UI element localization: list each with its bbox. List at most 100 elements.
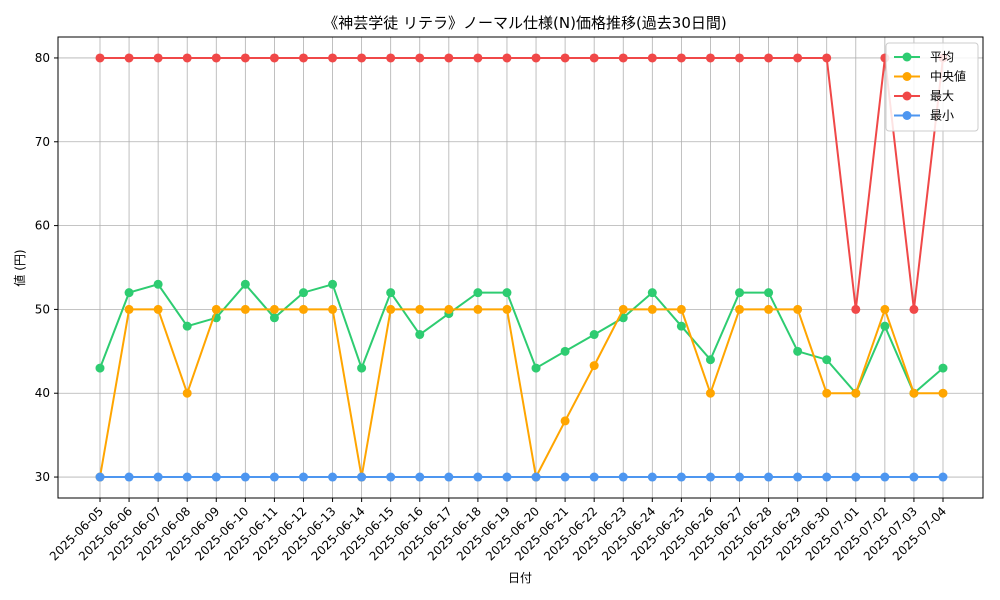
y-tick-label: 50 <box>35 302 50 316</box>
data-point <box>793 53 803 63</box>
data-point <box>793 346 803 356</box>
data-point <box>735 53 745 63</box>
x-axis-label: 日付 <box>508 571 532 585</box>
data-point <box>211 53 221 63</box>
data-point <box>705 388 715 398</box>
data-point <box>705 355 715 365</box>
data-point <box>676 304 686 314</box>
data-point <box>328 304 338 314</box>
data-point <box>153 279 163 289</box>
data-point <box>357 53 367 63</box>
data-point <box>124 304 134 314</box>
grid <box>58 37 983 498</box>
data-point <box>764 53 774 63</box>
data-point <box>560 53 570 63</box>
data-point <box>647 288 657 298</box>
data-point <box>822 53 832 63</box>
data-point <box>298 288 308 298</box>
legend-marker <box>902 91 912 101</box>
data-point <box>444 472 454 482</box>
data-point <box>386 53 396 63</box>
data-point <box>589 472 599 482</box>
data-point <box>153 53 163 63</box>
data-point <box>909 388 919 398</box>
data-point <box>880 304 890 314</box>
data-point <box>589 330 599 340</box>
data-point <box>182 53 192 63</box>
data-point <box>764 472 774 482</box>
data-point <box>793 472 803 482</box>
data-point <box>909 472 919 482</box>
y-tick-label: 70 <box>35 135 50 149</box>
data-point <box>240 53 250 63</box>
y-tick-label: 30 <box>35 470 50 484</box>
data-point <box>328 279 338 289</box>
data-point <box>415 304 425 314</box>
legend-label: 最小 <box>930 109 954 123</box>
data-point <box>705 53 715 63</box>
plot-frame <box>57 36 984 499</box>
data-point <box>618 53 628 63</box>
data-point <box>415 472 425 482</box>
data-point <box>764 304 774 314</box>
data-point <box>851 472 861 482</box>
series-0 <box>95 279 948 398</box>
data-point <box>502 472 512 482</box>
data-point <box>240 279 250 289</box>
data-point <box>560 472 570 482</box>
data-point <box>531 472 541 482</box>
data-point <box>182 321 192 331</box>
data-point <box>415 53 425 63</box>
data-point <box>211 472 221 482</box>
data-point <box>124 288 134 298</box>
data-point <box>444 53 454 63</box>
data-point <box>298 53 308 63</box>
series-line <box>99 306 943 481</box>
data-point <box>328 53 338 63</box>
data-point <box>328 472 338 482</box>
data-point <box>182 472 192 482</box>
legend-marker <box>902 72 912 81</box>
data-point <box>793 304 803 314</box>
legend-marker <box>902 52 912 62</box>
data-point <box>298 472 308 482</box>
data-point <box>676 321 686 331</box>
data-point <box>502 53 512 63</box>
data-point <box>415 330 425 340</box>
data-point <box>95 53 105 63</box>
data-point <box>444 304 454 314</box>
data-point <box>851 388 861 398</box>
data-point <box>357 363 367 373</box>
data-point <box>95 363 105 373</box>
data-point <box>531 53 541 63</box>
legend-label: 最大 <box>930 89 954 103</box>
legend-label: 平均 <box>930 50 954 64</box>
data-point <box>182 388 192 398</box>
data-point <box>880 472 890 482</box>
data-point <box>153 472 163 482</box>
data-point <box>211 304 221 314</box>
data-point <box>618 304 628 314</box>
y-tick-label: 40 <box>35 386 50 400</box>
chart-title: 《神芸学徒 リテラ》ノーマル仕様(N)価格推移(過去30日間) <box>323 14 727 32</box>
legend-marker <box>902 111 912 120</box>
data-point <box>386 304 396 314</box>
data-point <box>269 313 279 323</box>
data-point <box>589 361 599 371</box>
data-point <box>822 355 832 365</box>
data-point <box>502 304 512 314</box>
data-point <box>473 472 483 482</box>
data-point <box>269 53 279 63</box>
data-point <box>531 363 541 373</box>
data-point <box>851 304 861 314</box>
data-point <box>240 472 250 482</box>
data-point <box>647 53 657 63</box>
data-point <box>647 472 657 482</box>
data-point <box>269 472 279 482</box>
data-point <box>269 304 279 314</box>
series-line <box>99 282 944 396</box>
data-point <box>95 472 105 482</box>
legend-box <box>885 42 979 132</box>
data-point <box>676 53 686 63</box>
